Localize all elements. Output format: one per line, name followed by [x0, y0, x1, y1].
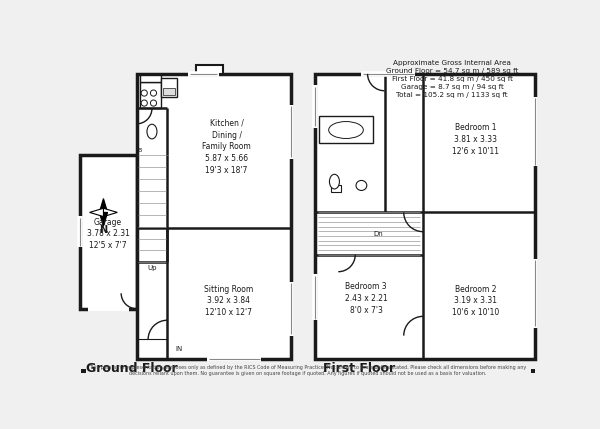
Bar [80, 155, 137, 308]
Text: Garage
3.78 x 2.31
12'5 x 7'7: Garage 3.78 x 2.31 12'5 x 7'7 [86, 218, 130, 250]
Text: Bedroom 2
3.19 x 3.31
10'6 x 10'10: Bedroom 2 3.19 x 3.31 10'6 x 10'10 [452, 285, 499, 317]
Ellipse shape [329, 174, 340, 189]
Circle shape [141, 90, 148, 96]
Polygon shape [89, 208, 103, 217]
Text: Sitting Room
3.92 x 3.84
12'10 x 12'7: Sitting Room 3.92 x 3.84 12'10 x 12'7 [205, 285, 254, 317]
Bar [140, 75, 161, 82]
Text: Approximate Gross Internal Area
Ground Floor = 54.7 sq m / 589 sq ft
First Floor: Approximate Gross Internal Area Ground F… [386, 60, 518, 98]
Text: IN: IN [175, 347, 182, 353]
Circle shape [151, 90, 157, 96]
Bar [163, 88, 175, 95]
Ellipse shape [147, 124, 157, 139]
Text: Bedroom 3
2.43 x 2.21
8'0 x 7'3: Bedroom 3 2.43 x 2.21 8'0 x 7'3 [344, 282, 388, 315]
Bar [315, 74, 535, 359]
Bar [196, 65, 223, 74]
Text: Ground Floor: Ground Floor [86, 362, 178, 375]
Bar [140, 82, 161, 109]
Bar [331, 185, 341, 192]
Text: Bedroom 1
3.81 x 3.33
12'6 x 10'11: Bedroom 1 3.81 x 3.33 12'6 x 10'11 [452, 123, 499, 156]
Ellipse shape [329, 121, 364, 139]
Polygon shape [99, 199, 107, 212]
Ellipse shape [356, 181, 367, 190]
Text: Dn: Dn [373, 231, 383, 237]
Bar [531, 369, 535, 373]
Bar [319, 116, 373, 143]
Text: Up: Up [147, 265, 157, 271]
Text: First Floor: First Floor [323, 362, 395, 375]
Bar [137, 74, 290, 359]
Circle shape [141, 100, 148, 106]
Bar [81, 369, 86, 373]
Text: B: B [137, 148, 142, 153]
Text: This plan is for representation purposes only as defined by the RICS Code of Mea: This plan is for representation purposes… [89, 365, 526, 376]
Text: N: N [100, 225, 107, 235]
Bar [161, 79, 176, 97]
Polygon shape [99, 212, 107, 226]
Text: Kitchen /
Dining /
Family Room
5.87 x 5.66
19'3 x 18'7: Kitchen / Dining / Family Room 5.87 x 5.… [202, 119, 251, 175]
Circle shape [151, 100, 157, 106]
Polygon shape [103, 208, 118, 217]
